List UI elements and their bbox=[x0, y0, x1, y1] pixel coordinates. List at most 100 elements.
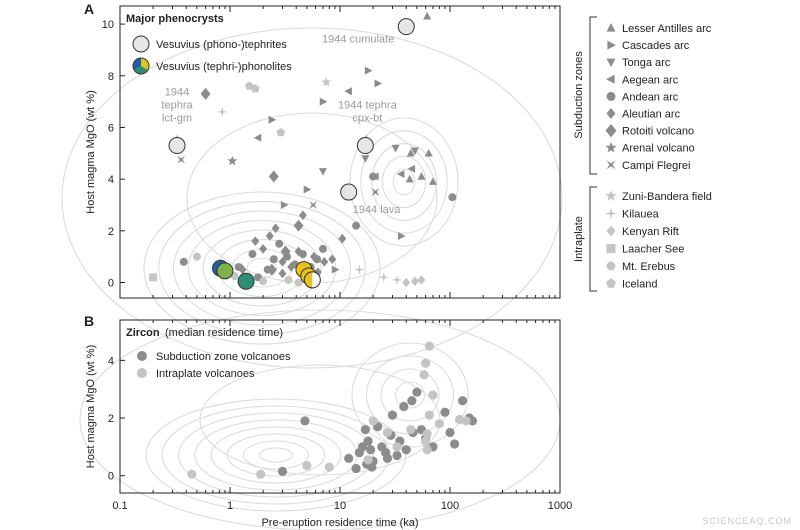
data-point bbox=[309, 200, 318, 209]
data-point bbox=[374, 79, 383, 88]
legend-label: Laacher See bbox=[622, 244, 684, 256]
data-point bbox=[324, 462, 334, 472]
data-point bbox=[331, 265, 340, 274]
data-point bbox=[287, 262, 296, 272]
data-point bbox=[405, 174, 414, 183]
data-point bbox=[392, 442, 402, 452]
data-point bbox=[407, 164, 416, 173]
contour-ring bbox=[349, 117, 459, 247]
vesuvius-phonolite-point bbox=[237, 272, 255, 290]
annotation-label: 1944 lava bbox=[353, 204, 402, 216]
legend-label: Vesuvius (phono-)tephrites bbox=[156, 39, 287, 51]
data-point bbox=[268, 170, 279, 183]
y-tick-label: 2 bbox=[108, 413, 114, 425]
triangle-right-icon bbox=[607, 40, 616, 50]
x-axis-label: Pre-eruption residence time (ka) bbox=[261, 517, 418, 529]
light-circle-icon bbox=[137, 368, 147, 378]
data-point bbox=[338, 233, 347, 244]
watermark: SCIENCEAQ.COM bbox=[702, 516, 792, 526]
contour-ring bbox=[172, 210, 352, 326]
x-tick-label: 100 bbox=[441, 500, 459, 512]
grey-circle-icon bbox=[132, 35, 150, 53]
data-point bbox=[300, 416, 310, 426]
panel-a-legend: Major phenocrysts Vesuvius (phono-)tephri… bbox=[126, 13, 292, 75]
data-point bbox=[363, 455, 373, 465]
data-point bbox=[363, 436, 373, 446]
legend-label: Arenal volcano bbox=[622, 143, 695, 155]
data-point bbox=[423, 11, 432, 20]
intraplate-bracket bbox=[589, 186, 597, 292]
data-point bbox=[187, 469, 197, 479]
data-point bbox=[412, 387, 422, 397]
data-point bbox=[271, 223, 280, 234]
contour-ring bbox=[394, 381, 426, 409]
data-point bbox=[410, 147, 419, 156]
triangle-down-icon bbox=[606, 58, 616, 68]
data-point bbox=[276, 128, 286, 137]
data-point bbox=[284, 275, 293, 284]
data-point bbox=[192, 252, 201, 261]
legend-label: Vesuvius (tephri-)phonolites bbox=[156, 61, 292, 73]
bowtie-icon bbox=[606, 160, 616, 170]
annotation-label: lct-gm bbox=[162, 113, 192, 125]
data-point bbox=[422, 445, 432, 455]
contour-ring bbox=[79, 309, 561, 530]
diamond-icon bbox=[606, 225, 616, 237]
data-point bbox=[424, 148, 433, 157]
legend-label: Kilauea bbox=[622, 209, 660, 221]
data-point bbox=[352, 221, 361, 230]
intraplate-group-label: Intraplate bbox=[573, 216, 585, 262]
data-point bbox=[278, 268, 287, 279]
data-point bbox=[360, 424, 370, 435]
contour-ring bbox=[202, 229, 322, 307]
contour-ring bbox=[351, 342, 469, 448]
data-point bbox=[278, 257, 287, 267]
y-tick-label: 0 bbox=[108, 277, 114, 289]
star-icon bbox=[605, 141, 617, 153]
data-point bbox=[366, 445, 376, 455]
data-point bbox=[293, 219, 304, 232]
data-point bbox=[265, 231, 274, 241]
data-point bbox=[217, 106, 228, 118]
legend-label: Aleutian arc bbox=[622, 109, 681, 121]
data-point bbox=[253, 133, 262, 142]
vesuvius-tephrite-point bbox=[397, 18, 415, 36]
panel-label-b: B bbox=[84, 313, 94, 329]
y-axis-label: Host magma MgO (wt %) bbox=[85, 345, 97, 468]
data-point bbox=[318, 244, 327, 253]
data-point bbox=[294, 278, 303, 287]
data-point bbox=[387, 410, 398, 420]
y-axis-label: Host magma MgO (wt %) bbox=[85, 90, 97, 213]
data-point bbox=[251, 236, 260, 246]
data-point bbox=[420, 358, 431, 368]
annotation-label: 1944 bbox=[165, 87, 189, 99]
y-tick-label: 4 bbox=[108, 355, 114, 367]
y-tick-label: 0 bbox=[108, 471, 114, 483]
data-point bbox=[410, 276, 419, 287]
data-point bbox=[367, 462, 377, 472]
data-point bbox=[238, 264, 247, 275]
contour-ring bbox=[177, 412, 375, 498]
contour-ring bbox=[194, 419, 358, 491]
vesuvius-tephrite-point bbox=[168, 137, 186, 155]
data-point bbox=[309, 251, 318, 262]
data-point bbox=[434, 419, 444, 429]
legend-label: Subduction zone volcanoes bbox=[156, 351, 291, 363]
data-point bbox=[391, 274, 403, 286]
star-icon bbox=[605, 190, 617, 201]
legend-label: Lesser Antilles arc bbox=[622, 23, 712, 35]
dark-circle-icon bbox=[137, 351, 147, 361]
legend-label: Tonga arc bbox=[622, 57, 671, 69]
data-point bbox=[361, 155, 370, 163]
data-point bbox=[357, 442, 368, 452]
annotation-label: cpx-bt bbox=[352, 113, 382, 125]
data-point bbox=[445, 427, 455, 438]
large-diamond-icon bbox=[605, 124, 617, 138]
x-tick-label: 1 bbox=[227, 500, 233, 512]
annotation-label: 1944 cumulate bbox=[322, 34, 394, 46]
data-point bbox=[392, 450, 402, 461]
data-point bbox=[248, 250, 257, 259]
legend-label: Mt. Erebus bbox=[622, 261, 676, 273]
data-point bbox=[428, 390, 438, 400]
data-point bbox=[149, 273, 158, 282]
